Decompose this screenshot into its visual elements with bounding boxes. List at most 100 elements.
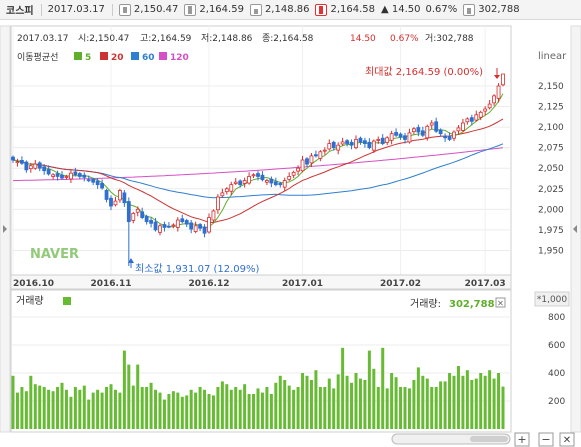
y-tick-label: 2,100: [538, 123, 564, 133]
candle: [278, 183, 283, 186]
x-tick-label: 2016.10: [13, 279, 54, 289]
volume-bar: [158, 392, 162, 429]
candle: [443, 135, 447, 139]
chevron-left-icon: [573, 225, 577, 233]
volume-bar: [136, 364, 140, 429]
candle: [251, 174, 256, 177]
volume-bar: [318, 387, 322, 429]
y-tick-label: 2,025: [538, 185, 564, 195]
candle: [220, 192, 225, 197]
volume-bar: [78, 389, 82, 429]
min-value-annotation: 최소값 1,931.07 (12.09%): [135, 263, 260, 275]
scrollbar-thumb[interactable]: [470, 436, 508, 442]
volume-bar: [234, 387, 238, 429]
close-icon: ✕: [563, 435, 571, 446]
candle: [69, 172, 73, 180]
volume-bar: [140, 387, 144, 429]
volume-bar: [149, 382, 153, 429]
volume-bar: [220, 381, 224, 429]
volume-bar: [194, 392, 198, 429]
volume-bar: [430, 387, 434, 429]
volume-title: 거래량: [16, 295, 44, 307]
ma60-swatch[interactable]: [131, 52, 139, 60]
volume-bar: [274, 382, 278, 429]
reset-button[interactable]: [559, 432, 575, 447]
volume-bar: [305, 375, 309, 429]
info-open: 시:2,150.47: [78, 33, 129, 44]
candle: [55, 173, 60, 177]
candle: [394, 132, 398, 136]
volume-bar: [381, 347, 385, 429]
volume-swatch[interactable]: [63, 297, 71, 305]
volume-bar: [131, 385, 135, 429]
y-tick-label: 2,075: [538, 144, 564, 154]
candle: [300, 159, 305, 172]
candle: [371, 140, 376, 151]
y-tick-label: 2,000: [538, 205, 564, 215]
candle: [492, 95, 496, 104]
volume-bar-series: [11, 347, 505, 429]
candle: [483, 108, 488, 112]
candle: [91, 178, 96, 183]
candle: [465, 118, 470, 123]
volume-bar: [73, 387, 77, 429]
volume-bar: [341, 347, 345, 429]
volume-bar: [421, 375, 425, 429]
volume-bar: [425, 378, 429, 429]
volume-bar: [109, 384, 113, 429]
candle: [100, 183, 104, 189]
x-tick-label: 2016.11: [91, 279, 132, 289]
close-icon: ✕: [497, 299, 504, 308]
volume-bar: [198, 387, 202, 429]
volume-bar: [29, 375, 33, 429]
volume-close-button[interactable]: [495, 297, 506, 308]
candle: [238, 180, 243, 186]
date-axis: [10, 274, 512, 290]
volume-bar: [60, 382, 64, 429]
min-arrow-head: [128, 258, 134, 263]
volume-bar: [323, 387, 327, 429]
volume-bar: [296, 387, 300, 429]
scale-type[interactable]: linear: [538, 51, 567, 62]
volume-icon: [463, 3, 476, 16]
candle: [207, 217, 211, 233]
volume-bar: [189, 389, 193, 429]
candle: [296, 167, 300, 172]
volume-value: 302,788: [478, 4, 520, 15]
volume-bar: [483, 375, 487, 429]
volume-bar: [211, 395, 215, 429]
candle: [260, 174, 265, 181]
stock-chart[interactable]: 1,950 1,975 2,000 2,025 2,050 2,075 2,100 2,125…: [0, 20, 581, 447]
ma20-swatch[interactable]: [100, 52, 108, 60]
candle: [46, 169, 51, 175]
volume-bar: [252, 394, 256, 429]
volume-bar: [399, 387, 403, 429]
candle: [149, 220, 153, 224]
volume-bar: [105, 387, 109, 429]
candle: [11, 156, 15, 161]
candle: [64, 176, 69, 178]
volume-bar: [350, 382, 354, 429]
ma120-swatch[interactable]: [159, 52, 167, 60]
candle: [345, 140, 349, 144]
candle: [282, 180, 287, 188]
candle: [474, 114, 479, 121]
zoom-in-button[interactable]: [514, 432, 530, 447]
candle: [73, 171, 78, 176]
volume-bar: [216, 387, 220, 429]
volume-bar: [265, 387, 269, 429]
info-date: 2017.03.17: [17, 34, 69, 44]
price-change-pct: 0.67%: [425, 4, 458, 15]
candle: [42, 166, 47, 172]
ma5-swatch[interactable]: [74, 52, 82, 60]
volume-bar: [479, 373, 483, 429]
candle: [425, 125, 430, 139]
info-high: 고:2,164.59: [140, 34, 192, 44]
candle: [291, 171, 296, 176]
candle: [478, 111, 483, 118]
zoom-out-button[interactable]: [538, 432, 554, 447]
candle: [189, 222, 194, 230]
candle: [447, 136, 452, 140]
volume-bar: [24, 391, 28, 429]
candle: [273, 181, 278, 186]
